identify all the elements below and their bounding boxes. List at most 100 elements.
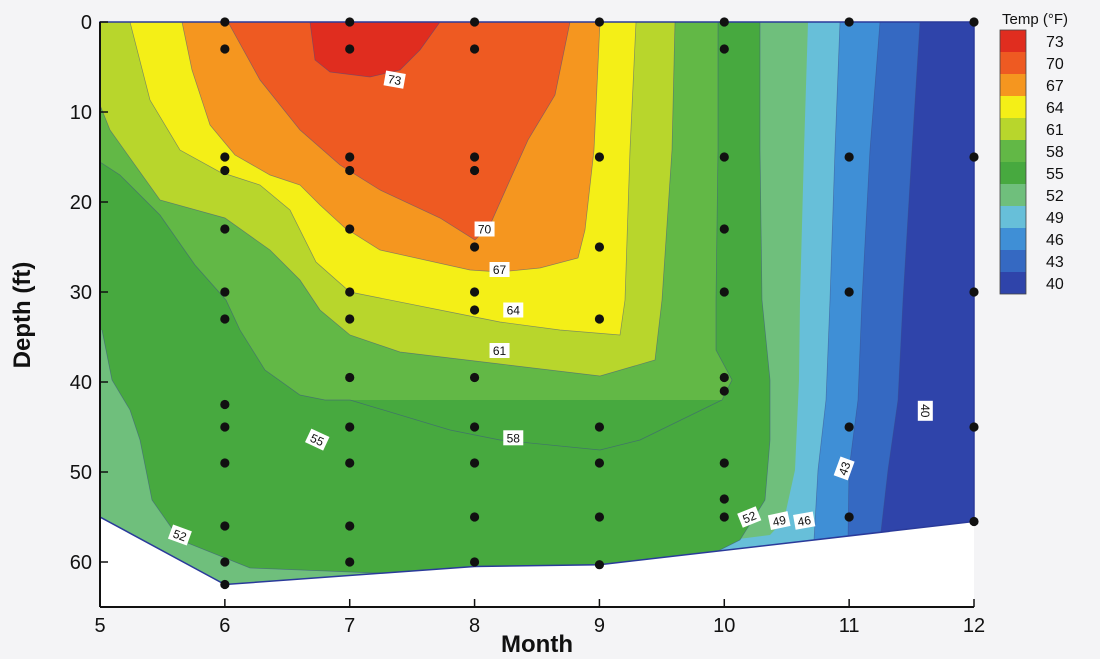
legend-swatches: 73 70 67 64 61 58 55 52 49 46 43 40 bbox=[999, 29, 1064, 295]
legend-title: Temp (°F) bbox=[1002, 11, 1068, 28]
contour-label: 46 bbox=[793, 511, 816, 530]
data-boundary bbox=[99, 21, 975, 586]
contour-label-bg bbox=[503, 302, 524, 318]
y-tick-label: 20 bbox=[70, 192, 92, 214]
contour-label-text: 55 bbox=[308, 431, 326, 449]
contour-label: 49 bbox=[767, 511, 791, 531]
sample-point bbox=[345, 314, 355, 324]
legend-swatch bbox=[1000, 96, 1026, 118]
legend-label: 52 bbox=[1046, 188, 1064, 205]
x-tick-label: 9 bbox=[594, 615, 605, 637]
legend-label: 49 bbox=[1046, 210, 1064, 227]
legend-swatch bbox=[1000, 74, 1026, 96]
sample-point bbox=[469, 557, 480, 567]
x-tick-label: 6 bbox=[219, 615, 230, 637]
x-tick-label: 8 bbox=[469, 615, 480, 637]
sample-point bbox=[469, 44, 480, 54]
x-ticks: 5 6 7 8 9 10 11 12 bbox=[94, 599, 985, 637]
sample-point bbox=[345, 287, 355, 297]
contour-label-bg bbox=[833, 456, 855, 481]
contour-label-text: 67 bbox=[493, 263, 507, 277]
sample-point bbox=[220, 152, 230, 162]
sample-point bbox=[220, 165, 230, 176]
contour-label-bg bbox=[489, 343, 510, 358]
sample-point bbox=[719, 494, 729, 504]
sample-point bbox=[969, 17, 979, 27]
legend-swatch bbox=[1000, 140, 1026, 162]
sample-point bbox=[719, 458, 729, 468]
x-tick-label: 11 bbox=[839, 615, 860, 637]
sample-point bbox=[719, 372, 729, 383]
sample-point bbox=[345, 152, 355, 162]
legend-swatch bbox=[1000, 250, 1026, 272]
legend-swatch bbox=[1000, 228, 1026, 250]
contour-label-bg bbox=[305, 428, 330, 451]
contour-label: 52 bbox=[737, 506, 762, 528]
sample-point bbox=[594, 242, 605, 252]
contour-label-text: 58 bbox=[507, 431, 521, 445]
sample-point bbox=[345, 521, 355, 531]
contour-label: 55 bbox=[305, 428, 330, 451]
sample-point bbox=[594, 512, 605, 522]
sample-point bbox=[594, 422, 605, 432]
contour-label-text: 52 bbox=[171, 527, 189, 545]
sample-point bbox=[220, 224, 230, 234]
y-tick-label: 30 bbox=[70, 282, 92, 304]
contour-label-text: 40 bbox=[918, 404, 932, 418]
band-70 bbox=[228, 22, 570, 240]
legend: Temp (°F) 73 70 67 64 61 58 55 52 49 46 43 40 bbox=[999, 11, 1068, 295]
sample-point bbox=[469, 372, 480, 383]
x-tick-label: 5 bbox=[94, 615, 105, 637]
contour-label-bg bbox=[793, 511, 816, 530]
contour-label-text: 43 bbox=[836, 460, 854, 478]
y-tick-label: 40 bbox=[70, 372, 92, 394]
sample-point bbox=[719, 44, 729, 54]
y-ticks: 0 10 20 30 40 50 60 bbox=[70, 12, 108, 574]
sample-point bbox=[469, 152, 480, 162]
contour-label-bg bbox=[383, 70, 406, 89]
sample-point bbox=[844, 422, 854, 432]
sample-point bbox=[220, 399, 230, 410]
contour-label-bg bbox=[917, 400, 933, 421]
sample-point bbox=[469, 165, 480, 176]
contour-line-73 bbox=[309, 22, 441, 78]
contour-label-text: 49 bbox=[771, 513, 787, 530]
sample-point bbox=[469, 287, 480, 297]
contour-line-49 bbox=[813, 22, 841, 541]
contour-label-bg bbox=[474, 221, 495, 237]
sample-point bbox=[969, 422, 979, 432]
contour-label-bg bbox=[489, 262, 510, 277]
sample-point bbox=[594, 314, 605, 324]
sample-point bbox=[969, 516, 979, 527]
legend-label: 67 bbox=[1046, 78, 1064, 95]
sample-point bbox=[220, 287, 230, 297]
x-axis-title: Month bbox=[501, 631, 573, 658]
band-73 bbox=[310, 22, 440, 77]
legend-label: 73 bbox=[1046, 34, 1064, 51]
contour-label-bg bbox=[737, 506, 762, 528]
sample-point bbox=[969, 287, 979, 297]
sample-point bbox=[844, 512, 854, 522]
sample-point bbox=[469, 458, 480, 468]
sample-point bbox=[719, 287, 729, 297]
y-axis-title: Depth (ft) bbox=[9, 262, 36, 369]
contour-label-bg bbox=[767, 511, 791, 531]
sample-point bbox=[220, 557, 230, 567]
contour-label: 64 bbox=[503, 302, 524, 318]
legend-label: 46 bbox=[1046, 232, 1064, 249]
sample-point bbox=[719, 386, 729, 396]
sample-point bbox=[220, 314, 230, 324]
contour-bands bbox=[100, 22, 974, 585]
sample-point bbox=[220, 44, 230, 54]
legend-label: 55 bbox=[1046, 166, 1064, 183]
contour-label: 40 bbox=[917, 400, 933, 421]
contour-label-bg bbox=[167, 524, 192, 546]
sample-point bbox=[220, 17, 230, 27]
sample-point bbox=[719, 224, 729, 234]
contour-label: 43 bbox=[833, 456, 855, 481]
sample-point bbox=[594, 560, 605, 570]
sample-point bbox=[594, 17, 605, 27]
sample-point bbox=[345, 557, 355, 567]
